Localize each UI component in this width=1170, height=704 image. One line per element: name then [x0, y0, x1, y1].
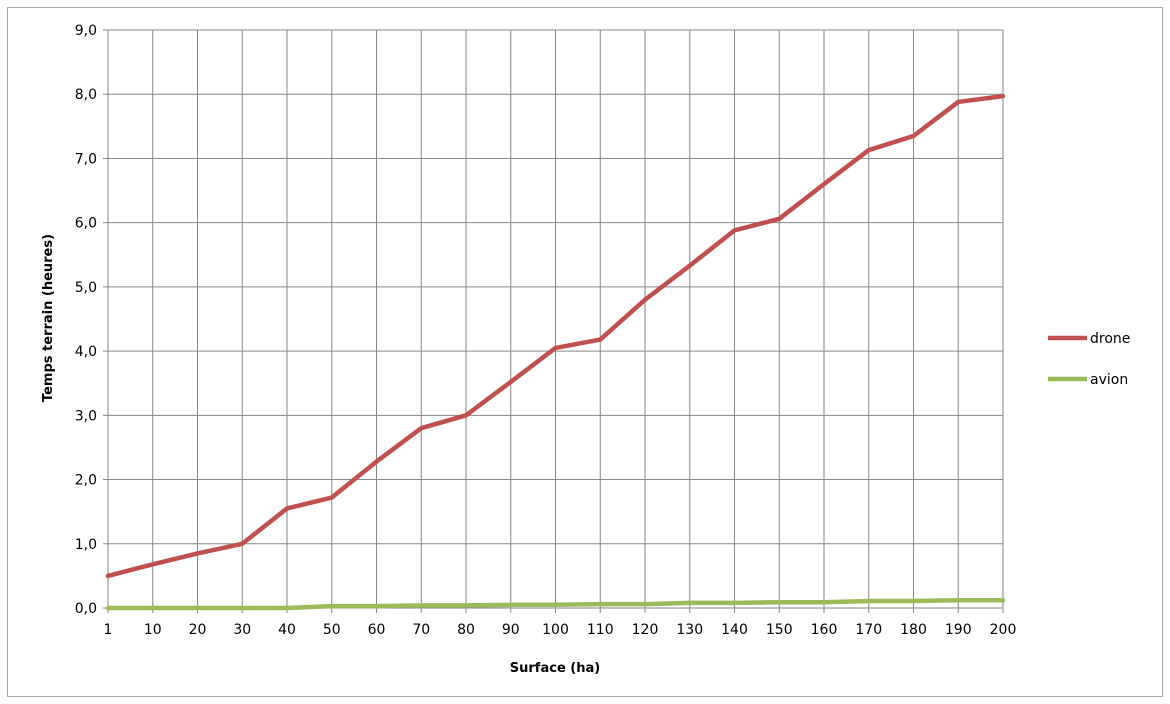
chart-frame	[7, 7, 1163, 697]
series-layer	[105, 93, 1006, 611]
x-tick-label: 150	[766, 622, 793, 638]
x-tick-label: 10	[144, 622, 162, 638]
y-tick-label: 0,0	[75, 601, 97, 617]
legend-label-drone: drone	[1090, 331, 1130, 347]
x-tick-label: 190	[945, 622, 972, 638]
x-tick-label: 40	[278, 622, 296, 638]
x-tick-label: 70	[412, 622, 430, 638]
y-tick-label: 3,0	[75, 408, 97, 424]
x-tick-label: 80	[457, 622, 475, 638]
x-tick-label: 50	[323, 622, 341, 638]
x-axis-ticks: 1 10 20 30 40 50 60 70 80 90 100 110 120 130 140 150 160…	[104, 622, 1017, 638]
legend-label-avion: avion	[1090, 372, 1128, 388]
y-axis-ticks: 0,0 1,0 2,0 3,0 4,0 5,0 6,0 7,0 8,0 9,0	[75, 23, 97, 617]
y-tick-label: 5,0	[75, 280, 97, 296]
x-tick-label: 100	[542, 622, 569, 638]
x-tick-label: 180	[900, 622, 927, 638]
x-tick-label: 200	[990, 622, 1017, 638]
y-tick-label: 6,0	[75, 216, 97, 232]
x-tick-label: 1	[104, 622, 113, 638]
y-tick-label: 1,0	[75, 537, 97, 553]
x-tick-label: 90	[502, 622, 520, 638]
y-tick-label: 8,0	[75, 87, 97, 103]
x-tick-label: 160	[811, 622, 838, 638]
x-tick-label: 60	[368, 622, 386, 638]
x-tick-label: 110	[587, 622, 614, 638]
series-line-drone	[105, 93, 1006, 579]
x-tick-label: 120	[632, 622, 659, 638]
x-axis-title: Surface (ha)	[510, 661, 600, 676]
y-tick-label: 7,0	[75, 151, 97, 167]
x-tick-label: 140	[721, 622, 748, 638]
series-line-avion	[105, 598, 1006, 611]
y-tick-label: 9,0	[75, 23, 97, 39]
gridlines	[103, 29, 1004, 613]
y-tick-label: 2,0	[75, 473, 97, 489]
x-tick-label: 20	[189, 622, 207, 638]
x-tick-label: 170	[855, 622, 882, 638]
y-axis-title: Temps terrain (heures)	[41, 234, 56, 402]
x-tick-label: 30	[233, 622, 251, 638]
y-tick-label: 4,0	[75, 344, 97, 360]
legend: drone avion	[1048, 331, 1130, 388]
x-tick-label: 130	[676, 622, 703, 638]
